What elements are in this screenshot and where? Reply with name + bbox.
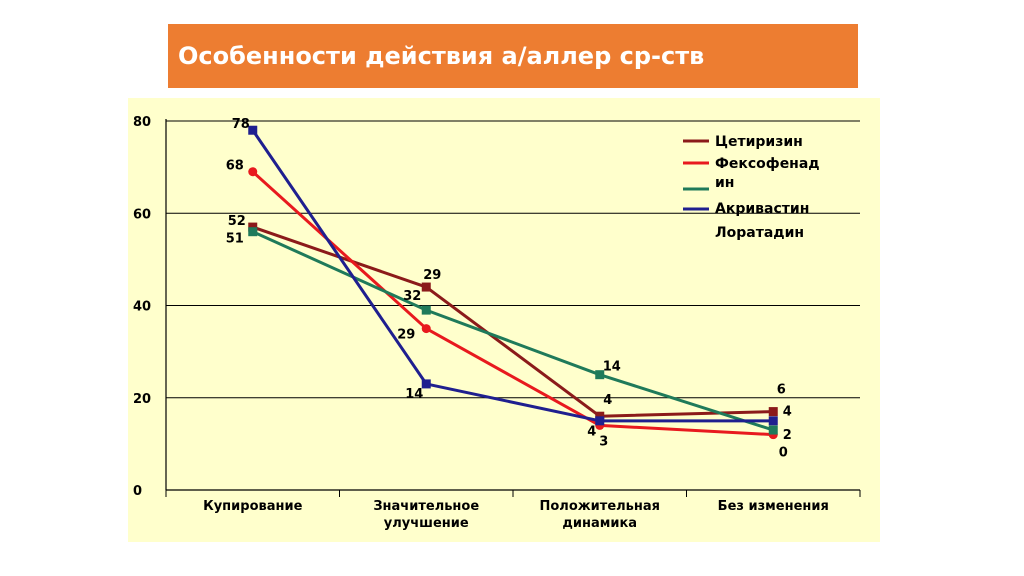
data-point bbox=[248, 222, 258, 232]
data-label: 14 bbox=[405, 387, 423, 402]
x-tick-label: Без изменения bbox=[718, 499, 829, 514]
series-line-0 bbox=[252, 225, 774, 418]
data-label: 2 bbox=[783, 428, 792, 443]
x-tick-label: улучшение bbox=[384, 516, 469, 531]
legend-label: Цетиризин bbox=[715, 134, 803, 150]
data-label: 6 bbox=[777, 383, 786, 398]
data-point bbox=[248, 227, 258, 237]
data-label: 29 bbox=[397, 328, 415, 343]
data-label: 78 bbox=[232, 117, 250, 132]
x-tick-label: Положительная bbox=[539, 499, 660, 514]
legend-label: Фексофенад bbox=[715, 156, 820, 172]
slide-title: Особенности действия а/аллер ср-ств bbox=[178, 42, 705, 70]
data-point bbox=[421, 379, 431, 389]
series-line-3 bbox=[251, 129, 774, 423]
data-label: 4 bbox=[783, 405, 792, 420]
x-tick-label: Купирование bbox=[203, 499, 303, 514]
series-line-2 bbox=[252, 230, 774, 432]
series-line-1 bbox=[251, 170, 774, 437]
data-point bbox=[595, 416, 605, 426]
data-point bbox=[595, 411, 605, 421]
data-label: 29 bbox=[423, 268, 441, 283]
data-label: 3 bbox=[599, 434, 608, 449]
legend-label: Акривастин bbox=[715, 201, 809, 217]
data-label: 68 bbox=[226, 159, 244, 174]
y-tick-label-80: 80 bbox=[133, 115, 151, 130]
data-label: 4 bbox=[587, 424, 596, 439]
data-label: 0 bbox=[779, 446, 788, 461]
legend-label: Лоратадин bbox=[715, 225, 804, 241]
data-point bbox=[421, 324, 431, 334]
x-tick-label: динамика bbox=[562, 516, 637, 531]
data-label: 51 bbox=[226, 232, 244, 247]
data-point bbox=[421, 305, 431, 315]
legend-label: ин bbox=[715, 175, 734, 191]
chart-area: 0 20 40 60 80 Купирование Значительное улучшени… bbox=[128, 98, 880, 542]
data-point bbox=[248, 125, 258, 135]
y-tick-label-20: 20 bbox=[133, 392, 151, 407]
data-label: 52 bbox=[228, 214, 246, 229]
data-point bbox=[248, 167, 258, 177]
x-tick-label: Значительное bbox=[373, 499, 479, 514]
data-point bbox=[421, 282, 431, 292]
data-point bbox=[595, 370, 605, 380]
y-tick-label-0: 0 bbox=[133, 484, 142, 499]
data-point bbox=[768, 425, 778, 435]
data-point bbox=[768, 407, 778, 417]
y-tick-label-40: 40 bbox=[133, 300, 151, 315]
title-banner: Особенности действия а/аллер ср-ств bbox=[168, 24, 858, 88]
data-label: 14 bbox=[603, 360, 621, 375]
data-label: 32 bbox=[403, 289, 421, 304]
data-point bbox=[768, 416, 778, 426]
y-tick-label-60: 60 bbox=[133, 207, 151, 222]
data-label: 4 bbox=[603, 393, 612, 408]
